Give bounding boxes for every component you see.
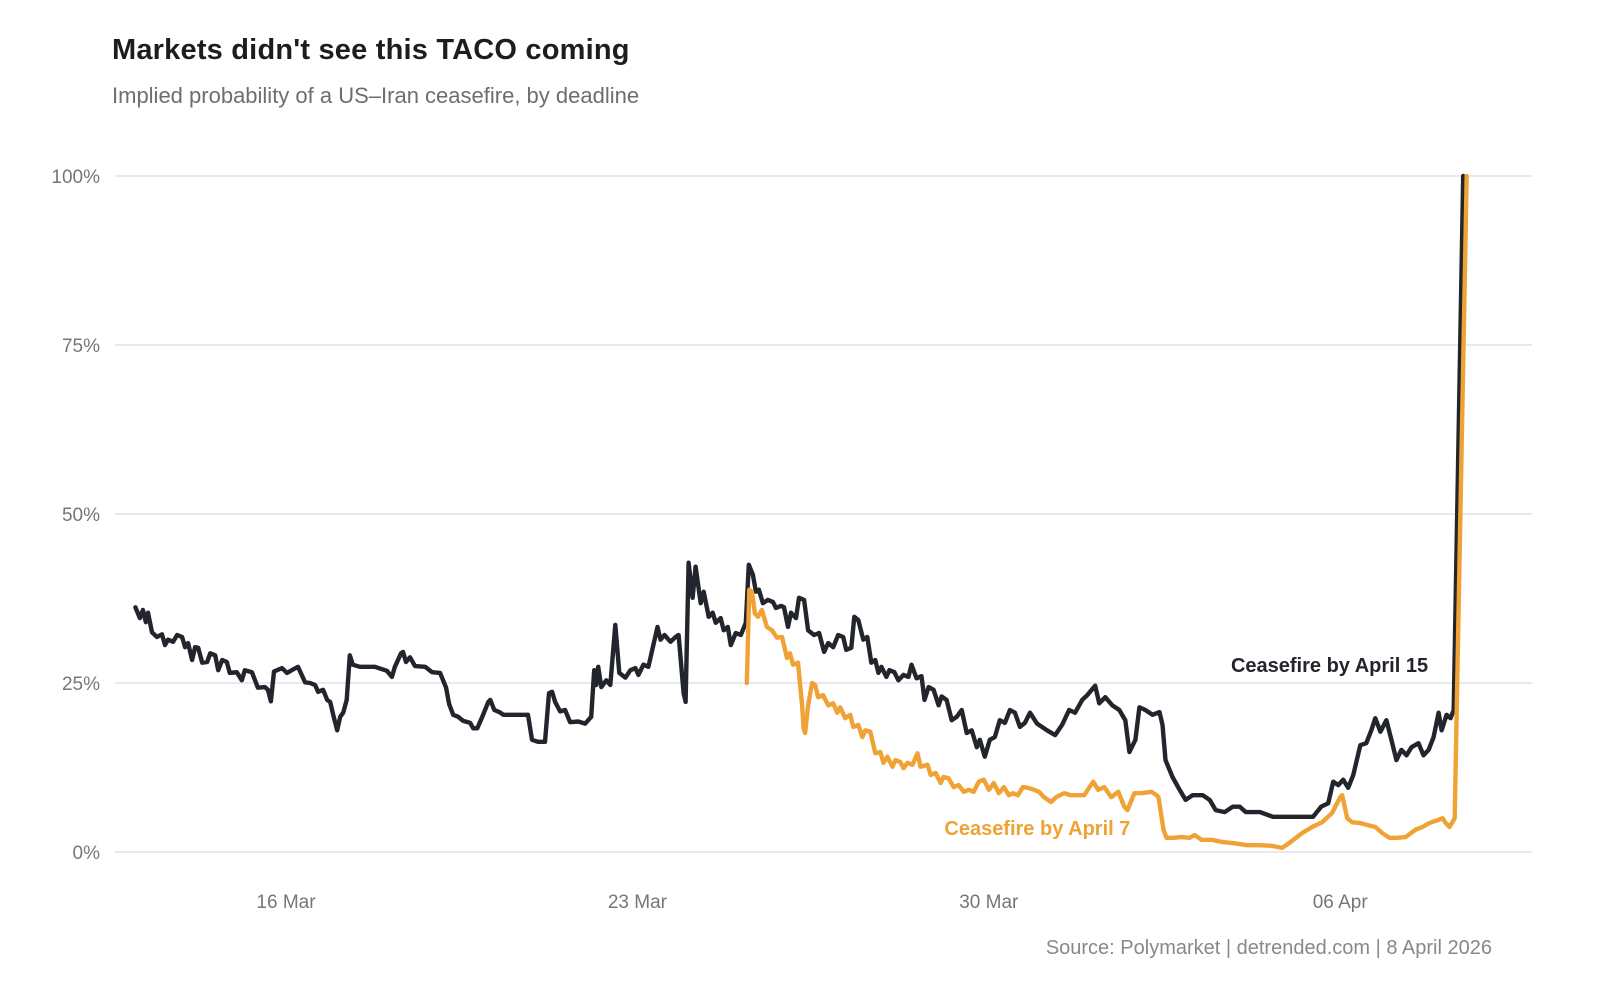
y-tick-50: 50% xyxy=(62,505,100,526)
x-axis-labels: 16 Mar 23 Mar 30 Mar 06 Apr xyxy=(256,892,1368,913)
source-attribution: Source: Polymarket | detrended.com | 8 A… xyxy=(1045,937,1492,959)
y-tick-100: 100% xyxy=(51,167,100,188)
series-label-ceasefire-april-7: Ceasefire by April 7 xyxy=(944,818,1130,840)
y-tick-75: 75% xyxy=(62,336,100,357)
page-subtitle: Implied probability of a US–Iran ceasefi… xyxy=(112,83,640,108)
gridlines xyxy=(115,175,1532,853)
x-tick-16mar: 16 Mar xyxy=(256,892,316,913)
x-tick-30mar: 30 Mar xyxy=(959,892,1019,913)
y-tick-0: 0% xyxy=(73,843,101,864)
y-tick-25: 25% xyxy=(62,674,100,695)
x-tick-23mar: 23 Mar xyxy=(608,892,668,913)
series-line-ceasefire-april-15 xyxy=(133,173,1466,819)
series-label-ceasefire-april-15: Ceasefire by April 15 xyxy=(1231,655,1428,677)
y-axis-labels: 0% 25% 50% 75% 100% xyxy=(51,167,100,864)
series-line-ceasefire-april-7 xyxy=(744,173,1469,851)
x-tick-06apr: 06 Apr xyxy=(1313,892,1369,913)
page-title: Markets didn't see this TACO coming xyxy=(112,34,630,66)
